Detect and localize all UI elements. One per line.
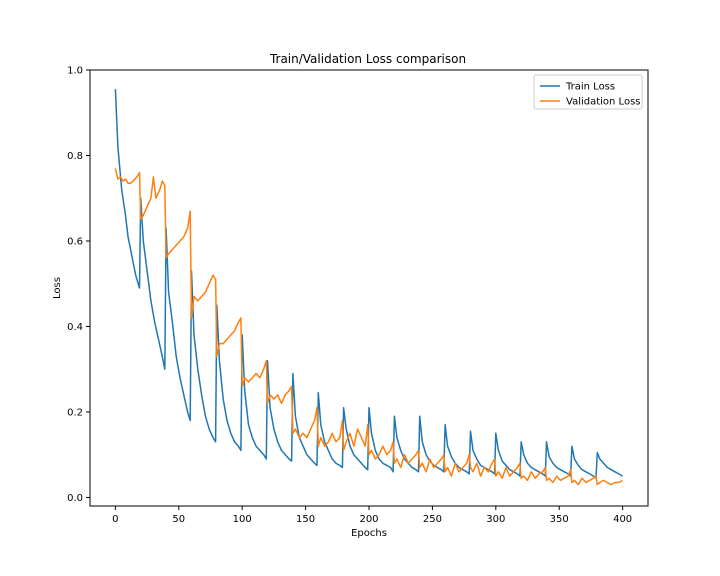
legend-label: Train Loss [565,82,615,93]
x-tick-label: 50 [172,514,185,525]
x-tick-label: 100 [233,514,252,525]
y-tick-label: 0.0 [67,493,83,504]
x-tick-label: 200 [359,514,378,525]
plot-area [114,89,623,486]
x-tick-label: 350 [550,514,569,525]
x-axis: 0 50 100 150 200 250 300 350 400 [112,506,632,525]
legend-label: Validation Loss [566,97,641,108]
y-tick-label: 1.0 [67,66,83,77]
legend-box [533,74,643,110]
x-tick-label: 150 [296,514,315,525]
x-tick-label: 400 [613,514,632,525]
y-axis: 0.0 0.2 0.4 0.6 0.8 1.0 [67,66,90,504]
series-line-validation-loss [114,168,623,486]
y-tick-label: 0.4 [67,322,83,333]
x-tick-label: 250 [423,514,442,525]
chart-title: Train/Validation Loss comparison [269,52,466,66]
y-tick-label: 0.6 [67,236,83,247]
y-tick-label: 0.8 [67,151,83,162]
y-axis-label: Loss [52,277,63,299]
series-line-train-loss [114,89,623,479]
y-tick-label: 0.2 [67,407,83,418]
x-tick-label: 300 [486,514,505,525]
x-axis-label: Epochs [351,528,387,539]
x-tick-label: 0 [112,514,118,525]
legend: Train Loss Validation Loss [533,74,643,110]
